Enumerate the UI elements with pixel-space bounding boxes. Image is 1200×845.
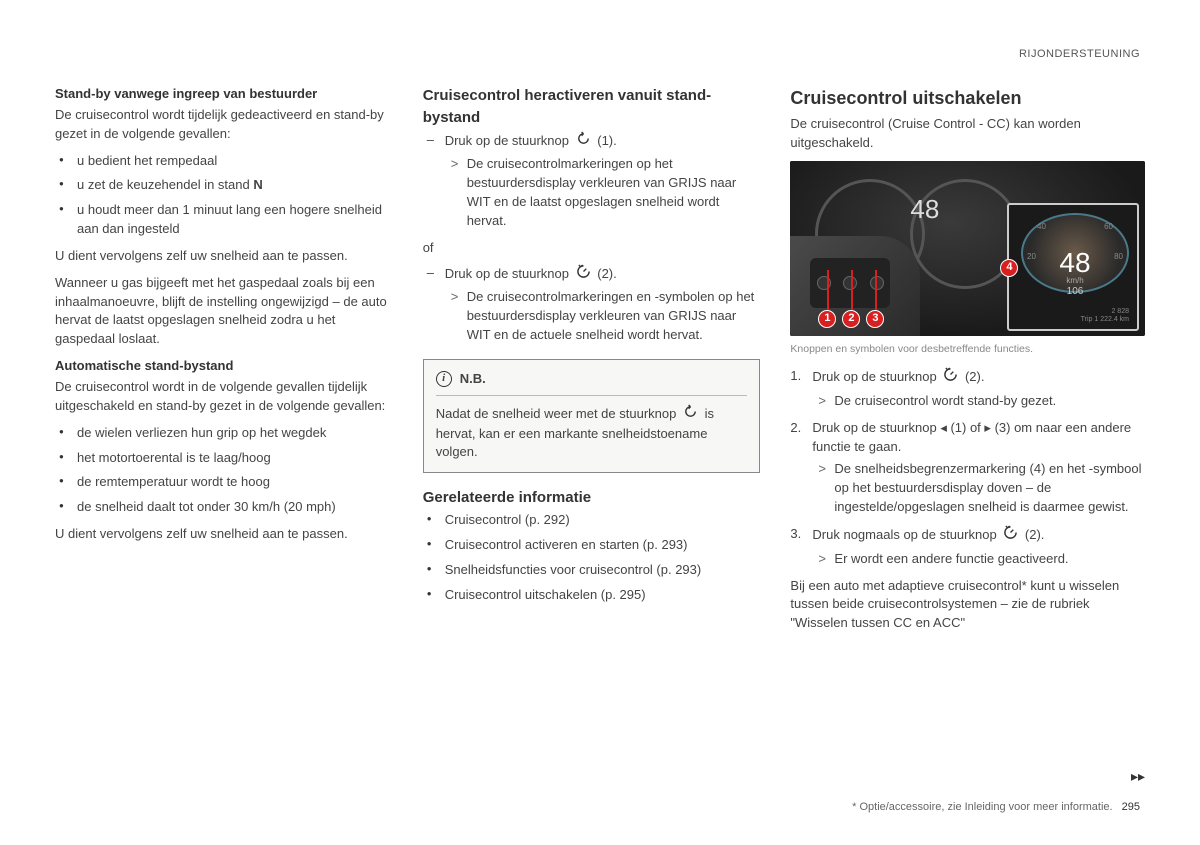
- figure-caption: Knoppen en symbolen voor desbetreffende …: [790, 342, 1145, 357]
- cruise-icon: [943, 367, 958, 388]
- col1-para-4: De cruisecontrol wordt in de volgende ge…: [55, 378, 393, 416]
- inset-display: 20 40 60 80 48 km/h 106 2 828 Trip 1 222…: [1007, 203, 1139, 331]
- step-text: (1) of: [947, 420, 985, 435]
- step-text: Druk op de stuurknop: [445, 132, 573, 147]
- cruise-icon: [1003, 525, 1018, 546]
- col1-para-2: U dient vervolgens zelf uw snelheid aan …: [55, 247, 393, 266]
- sub-result: De cruisecontrol wordt stand-by gezet.: [812, 392, 1145, 411]
- list-item: de snelheid daalt tot onder 30 km/h (20 …: [77, 498, 393, 517]
- col2-dash-list-2: Druk op de stuurknop (2). De cruisecontr…: [423, 264, 761, 345]
- list-text: u zet de keuzehendel in stand: [77, 177, 253, 192]
- dashboard-figure: 48 1 2 3 20 40 60 80 48 km/h: [790, 161, 1145, 336]
- col2-heading-reactivate: Cruisecontrol heractiveren vanuit stand-…: [423, 85, 761, 129]
- col2-heading-related: Gerelateerde informatie: [423, 487, 761, 509]
- col1-para-3: Wanneer u gas bijgeeft met het gaspedaal…: [55, 274, 393, 349]
- list-item: de remtemperatuur wordt te hoog: [77, 473, 393, 492]
- footer-note: * Optie/accessoire, zie Inleiding voor m…: [852, 801, 1112, 813]
- list-item: Cruisecontrol uitschakelen (p. 295): [445, 586, 761, 605]
- step-ref: (2).: [1025, 527, 1045, 542]
- step-3: 3. Druk nogmaals op de stuurknop (2). Er…: [812, 525, 1145, 569]
- cruise-icon: [576, 264, 591, 285]
- tick-60: 60: [1104, 221, 1113, 233]
- step-num: 3.: [790, 525, 801, 544]
- dash-item-2: Druk op de stuurknop (2). De cruisecontr…: [445, 264, 761, 345]
- note-title-text: N.B.: [460, 370, 486, 389]
- wheel-buttons: [810, 258, 890, 308]
- note-text-1: Nadat de snelheid weer met de stuurknop: [436, 406, 680, 421]
- list-item: Snelheidsfuncties voor cruisecontrol (p.…: [445, 561, 761, 580]
- note-body: Nadat de snelheid weer met de stuurknop …: [436, 404, 748, 463]
- tick-20: 20: [1027, 251, 1036, 263]
- col2-dash-list: Druk op de stuurknop (1). De cruisecontr…: [423, 131, 761, 231]
- sub-result: De cruisecontrolmarkeringen op het bestu…: [445, 155, 761, 230]
- col3-intro: De cruisecontrol (Cruise Control - CC) k…: [790, 115, 1145, 153]
- continue-arrow-icon: ▸▸: [1131, 768, 1145, 785]
- marker-line: [851, 270, 853, 310]
- inset-sub-speed: 106: [1067, 285, 1084, 300]
- section-header: RIJONDERSTEUNING: [1019, 48, 1140, 60]
- marker-line: [827, 270, 829, 310]
- trip-a: 2 828: [1081, 308, 1129, 316]
- inset-gauge: 20 40 60 80 48 km/h 106: [1021, 213, 1129, 293]
- column-3: Cruisecontrol uitschakelen De cruisecont…: [790, 85, 1145, 641]
- marker-line: [875, 270, 877, 310]
- step-2: 2. Druk op de stuurknop (1) of (3) om na…: [812, 419, 1145, 517]
- list-item: Cruisecontrol activeren en starten (p. 2…: [445, 536, 761, 555]
- list-item: de wielen verliezen hun grip op het wegd…: [77, 424, 393, 443]
- or-text: of: [423, 239, 761, 258]
- step-1: 1. Druk op de stuurknop (2). De cruiseco…: [812, 367, 1145, 411]
- col1-intro-1: De cruisecontrol wordt tijdelijk gedeact…: [55, 106, 393, 144]
- col3-heading-disable: Cruisecontrol uitschakelen: [790, 85, 1145, 111]
- resume-icon: [576, 131, 591, 152]
- sub-result: De cruisecontrolmarkeringen en -symbolen…: [445, 288, 761, 345]
- wheel-btn-3: [870, 276, 884, 290]
- tick-40: 40: [1037, 221, 1046, 233]
- related-list: Cruisecontrol (p. 292) Cruisecontrol act…: [423, 511, 761, 604]
- sub-result: De snelheidsbegrenzermarkering (4) en he…: [812, 460, 1145, 517]
- step-text: Druk op de stuurknop: [812, 369, 940, 384]
- list-item: Cruisecontrol (p. 292): [445, 511, 761, 530]
- note-title-row: i N.B.: [436, 370, 748, 396]
- step-num: 1.: [790, 367, 801, 386]
- page-number: 295: [1122, 801, 1140, 813]
- inset-trip: 2 828 Trip 1 222.4 km: [1081, 308, 1129, 325]
- resume-icon: [683, 404, 698, 425]
- step-num: 2.: [790, 419, 801, 438]
- col3-closing: Bij een auto met adaptieve cruisecontrol…: [790, 577, 1145, 634]
- col1-bullet-list-1: u bedient het rempedaal u zet de keuzehe…: [55, 152, 393, 239]
- step-text: Druk nogmaals op de stuurknop: [812, 527, 1000, 542]
- list-item: u zet de keuzehendel in stand N: [77, 176, 393, 195]
- gear-n: N: [253, 177, 262, 192]
- sub-result: Er wordt een andere functie geactiveerd.: [812, 550, 1145, 569]
- step-text: Druk op de stuurknop: [812, 420, 940, 435]
- trip-b: Trip 1 222.4 km: [1081, 316, 1129, 324]
- col1-para-5: U dient vervolgens zelf uw snelheid aan …: [55, 525, 393, 544]
- tick-80: 80: [1114, 251, 1123, 263]
- list-item: u houdt meer dan 1 minuut lang een hoger…: [77, 201, 393, 239]
- list-item: u bedient het rempedaal: [77, 152, 393, 171]
- list-item: het motortoerental is te laag/hoog: [77, 449, 393, 468]
- step-ref: (1).: [597, 132, 617, 147]
- steps-list: 1. Druk op de stuurknop (2). De cruiseco…: [790, 367, 1145, 569]
- column-2: Cruisecontrol heractiveren vanuit stand-…: [423, 85, 761, 641]
- content-columns: Stand-by vanwege ingreep van bestuurder …: [55, 85, 1145, 641]
- page-footer: * Optie/accessoire, zie Inleiding voor m…: [852, 801, 1140, 813]
- step-text: Druk op de stuurknop: [445, 265, 573, 280]
- col1-heading-auto: Automatische stand-bystand: [55, 357, 393, 376]
- note-box: i N.B. Nadat de snelheid weer met de stu…: [423, 359, 761, 473]
- step-ref: (2).: [965, 369, 985, 384]
- step-ref: (2).: [597, 265, 617, 280]
- col1-bullet-list-2: de wielen verliezen hun grip op het wegd…: [55, 424, 393, 517]
- col1-heading-standby: Stand-by vanwege ingreep van bestuurder: [55, 85, 393, 104]
- wheel-btn-2: [843, 276, 857, 290]
- dash-item-1: Druk op de stuurknop (1). De cruisecontr…: [445, 131, 761, 231]
- column-1: Stand-by vanwege ingreep van bestuurder …: [55, 85, 393, 641]
- info-icon: i: [436, 371, 452, 387]
- main-speed: 48: [910, 191, 939, 229]
